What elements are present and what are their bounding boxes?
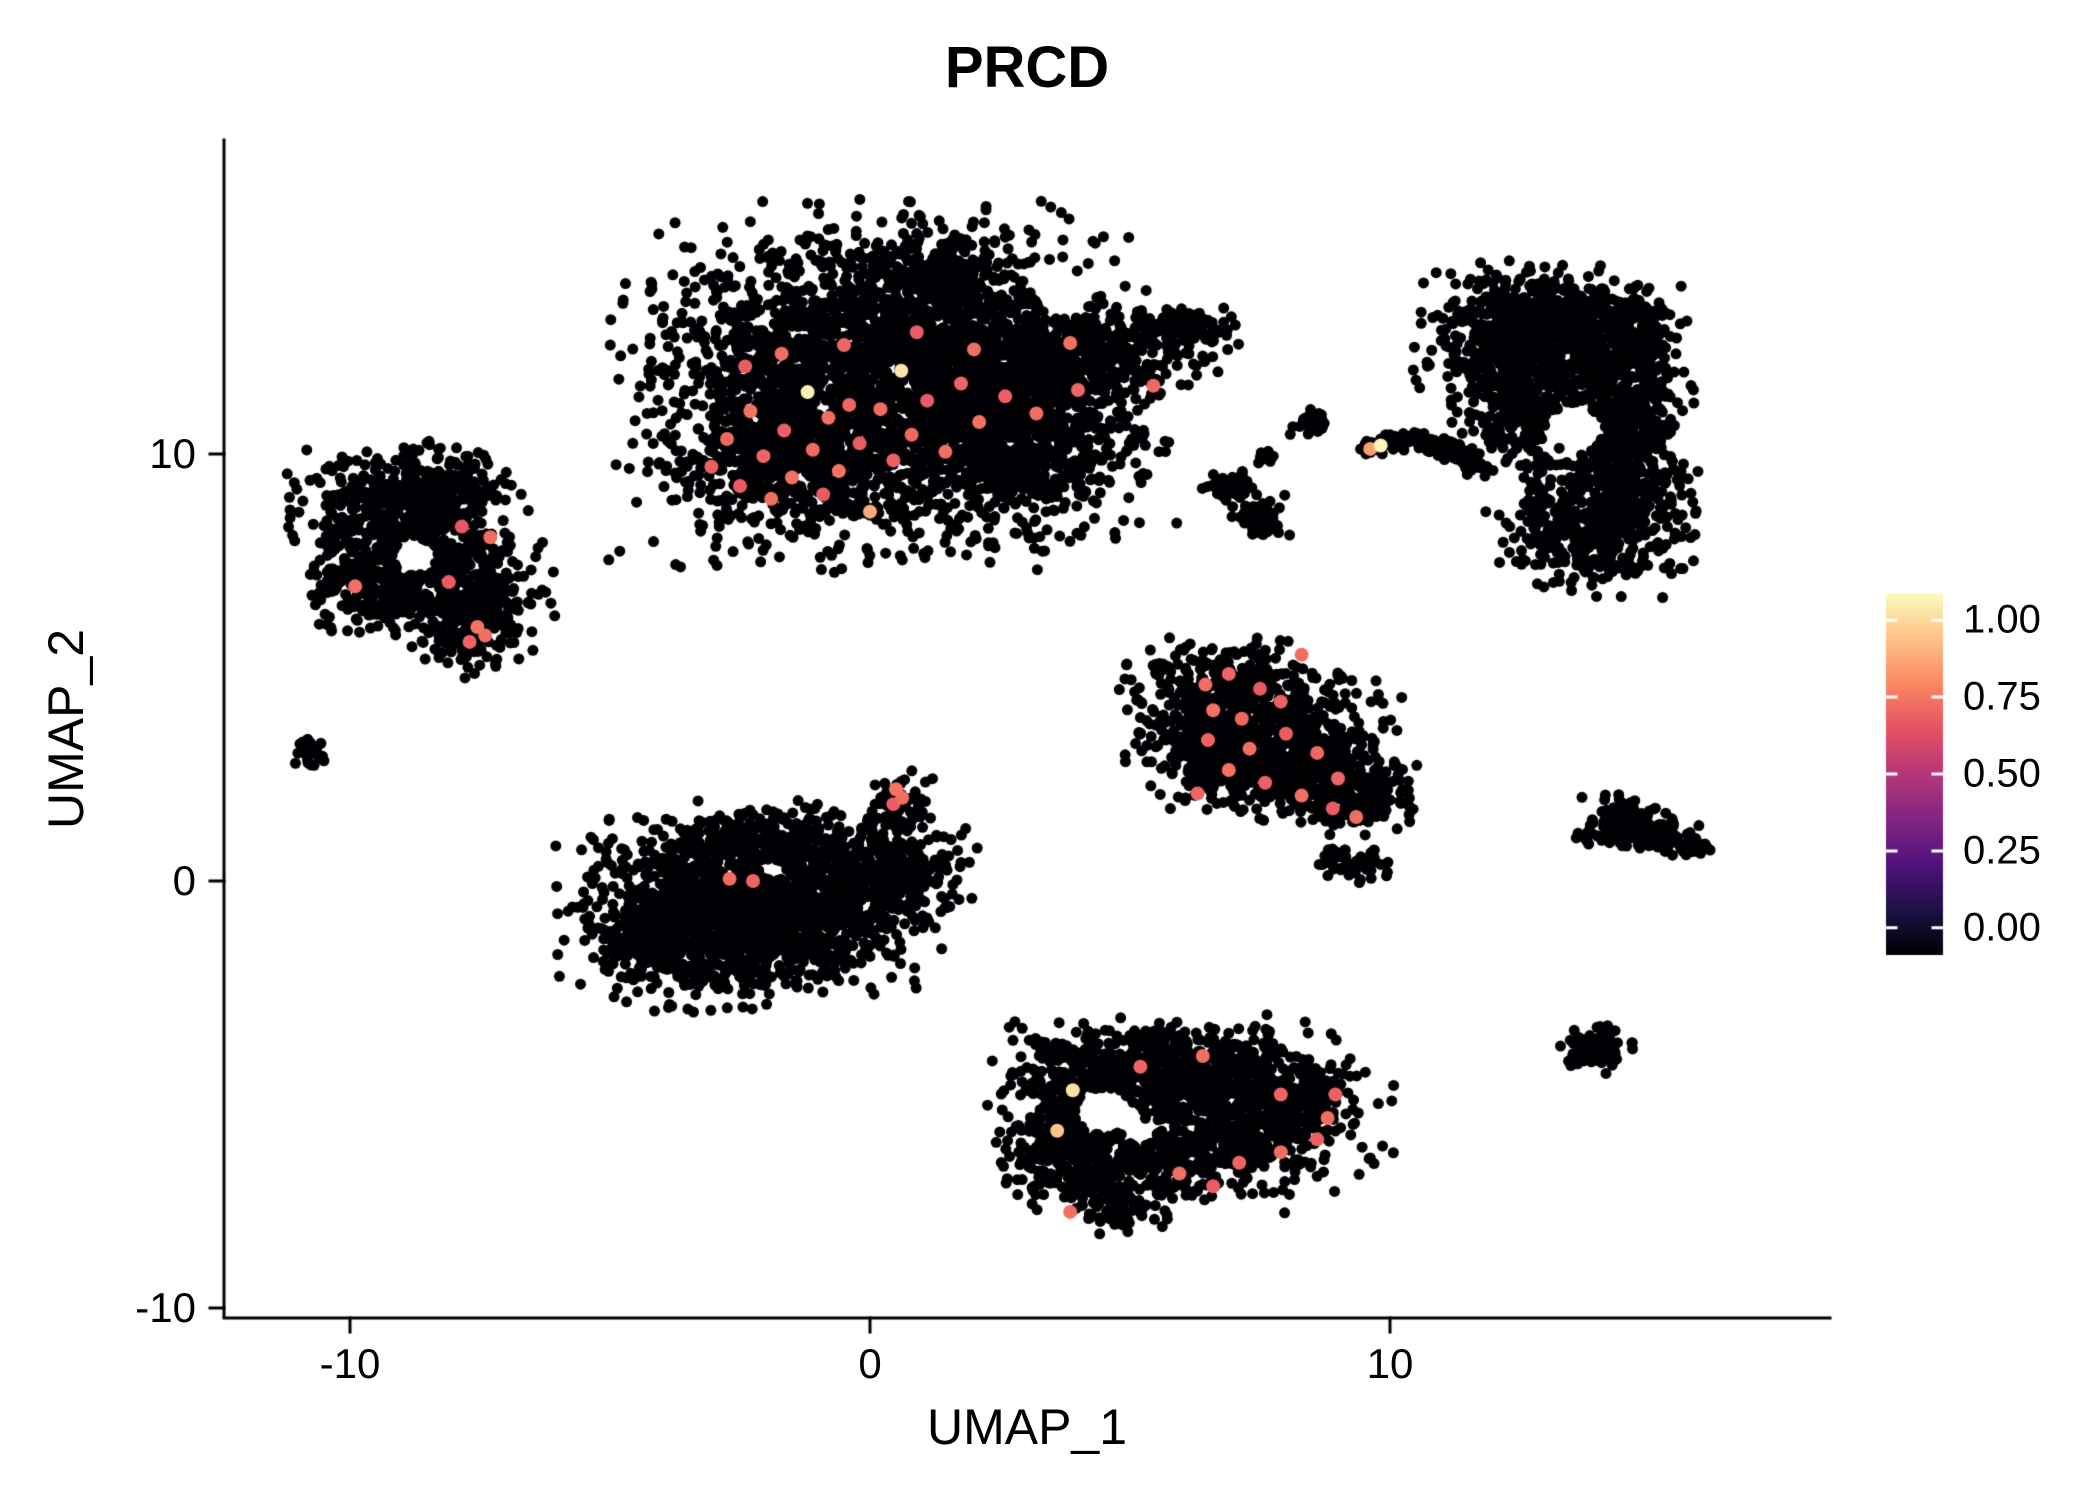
x-tick-label: -10 [319, 1340, 381, 1387]
y-tick-label: -10 [135, 1284, 196, 1331]
colorbar-tick-label: 1.00 [1963, 597, 2041, 642]
colorbar-tick-label: 0.75 [1963, 674, 2041, 719]
plot-title: PRCD [944, 35, 1110, 100]
colorbar-tick-label: 0.50 [1963, 751, 2041, 796]
y-axis-title: UMAP_2 [38, 628, 94, 830]
y-tick-label: 10 [149, 430, 196, 477]
colorbar-tick-label: 0.25 [1963, 828, 2041, 873]
x-tick-label: 10 [1366, 1340, 1414, 1387]
x-axis-title: UMAP_1 [926, 1399, 1128, 1455]
x-tick-label: 0 [858, 1340, 882, 1387]
colorbar-tick-label: 0.00 [1963, 905, 2041, 950]
y-tick-label: 0 [172, 857, 196, 904]
